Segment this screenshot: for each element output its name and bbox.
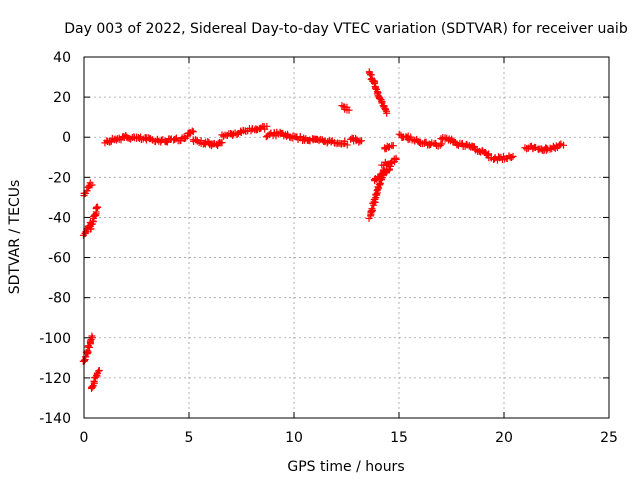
data-point [368,205,376,213]
data-point [82,353,90,361]
data-point [392,156,400,164]
data-point [383,109,391,117]
y-axis-label: SDTVAR / TECUs [7,180,23,295]
data-point [189,128,197,136]
data-point [82,229,90,237]
data-point [375,184,383,192]
y-tick-label: -20 [48,170,71,186]
data-point [315,137,323,145]
data-point [508,154,516,162]
data-point [86,343,94,351]
x-tick-label: 25 [600,430,618,446]
x-tick-label: 15 [390,430,408,446]
y-tick-label: 0 [62,130,71,146]
data-point [376,181,384,189]
data-point [389,142,397,150]
grid [84,57,609,418]
data-point [343,141,351,149]
y-tick-label: 40 [53,50,71,66]
y-tick-labels: -140 -120 -100 -80 -60 -40 -20 0 20 40 [39,50,71,427]
data-point [93,203,101,211]
y-tick-label: -120 [39,371,71,387]
data-point [372,190,380,198]
x-tick-label: 20 [495,430,513,446]
data-point [106,138,114,146]
x-tick-labels: 0 5 10 15 20 25 [80,430,618,446]
data-point [369,206,377,214]
data-point [509,152,517,160]
data-point [327,138,335,146]
data-point [436,141,444,149]
data-point [83,187,91,195]
data-point [125,134,133,142]
data-point [193,137,201,145]
data-point [88,181,96,189]
data-point [257,124,265,132]
y-tick-label: -80 [48,291,71,307]
y-tick-label: 20 [53,90,71,106]
data-point [265,131,273,139]
data-point [370,79,378,87]
data-point [560,141,568,149]
y-tick-label: -140 [39,411,71,427]
data-point [220,132,228,140]
chart-title: Day 003 of 2022, Sidereal Day-to-day VTE… [64,21,628,37]
data-point [263,122,271,130]
x-tick-label: 0 [80,430,89,446]
data-point [88,332,96,340]
data-point [407,133,415,141]
axis-ticks [83,56,610,419]
data-point [345,106,353,114]
x-tick-label: 10 [285,430,303,446]
data-point [95,366,103,374]
data-point [188,127,196,135]
plot-frame [83,56,610,419]
x-tick-label: 5 [185,430,194,446]
data-point [145,134,153,142]
y-tick-label: -100 [39,331,71,347]
y-tick-label: -60 [48,251,71,267]
data-point [382,106,390,114]
y-tick-label: -40 [48,210,71,226]
data-point [371,195,379,203]
data-points [79,68,568,392]
x-axis-label: GPS time / hours [287,459,404,475]
data-point [490,155,498,163]
data-point [218,139,226,147]
data-point [358,137,366,145]
data-point [438,140,446,148]
